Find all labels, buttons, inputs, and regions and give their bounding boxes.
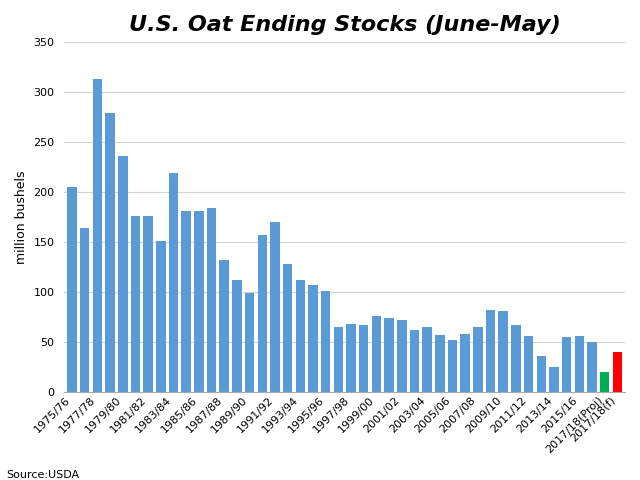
- Bar: [181, 211, 191, 392]
- Bar: [612, 352, 622, 392]
- Bar: [220, 260, 229, 392]
- Bar: [232, 280, 242, 392]
- Bar: [385, 318, 394, 392]
- Bar: [600, 372, 609, 392]
- Bar: [422, 327, 432, 392]
- Bar: [118, 156, 127, 392]
- Bar: [536, 356, 546, 392]
- Bar: [549, 367, 559, 392]
- Bar: [67, 187, 77, 392]
- Text: Source:USDA: Source:USDA: [6, 469, 79, 480]
- Bar: [435, 335, 445, 392]
- Bar: [511, 325, 521, 392]
- Bar: [333, 327, 343, 392]
- Bar: [321, 291, 330, 392]
- Bar: [131, 216, 140, 392]
- Bar: [194, 211, 204, 392]
- Bar: [524, 336, 533, 392]
- Bar: [499, 311, 508, 392]
- Title: U.S. Oat Ending Stocks (June-May): U.S. Oat Ending Stocks (June-May): [129, 15, 561, 35]
- Bar: [575, 336, 584, 392]
- Bar: [473, 327, 483, 392]
- Bar: [207, 208, 216, 392]
- Bar: [245, 293, 254, 392]
- Bar: [346, 324, 356, 392]
- Bar: [80, 228, 90, 392]
- Bar: [588, 342, 596, 392]
- Bar: [257, 235, 267, 392]
- Bar: [308, 285, 317, 392]
- Bar: [486, 310, 495, 392]
- Bar: [270, 222, 280, 392]
- Bar: [397, 320, 406, 392]
- Bar: [283, 264, 292, 392]
- Bar: [156, 241, 166, 392]
- Bar: [143, 216, 153, 392]
- Bar: [410, 330, 419, 392]
- Bar: [169, 173, 178, 392]
- Bar: [93, 79, 102, 392]
- Bar: [296, 280, 305, 392]
- Y-axis label: million bushels: million bushels: [15, 170, 28, 264]
- Bar: [359, 325, 369, 392]
- Bar: [562, 337, 572, 392]
- Bar: [106, 113, 115, 392]
- Bar: [448, 340, 457, 392]
- Bar: [460, 334, 470, 392]
- Bar: [372, 316, 381, 392]
